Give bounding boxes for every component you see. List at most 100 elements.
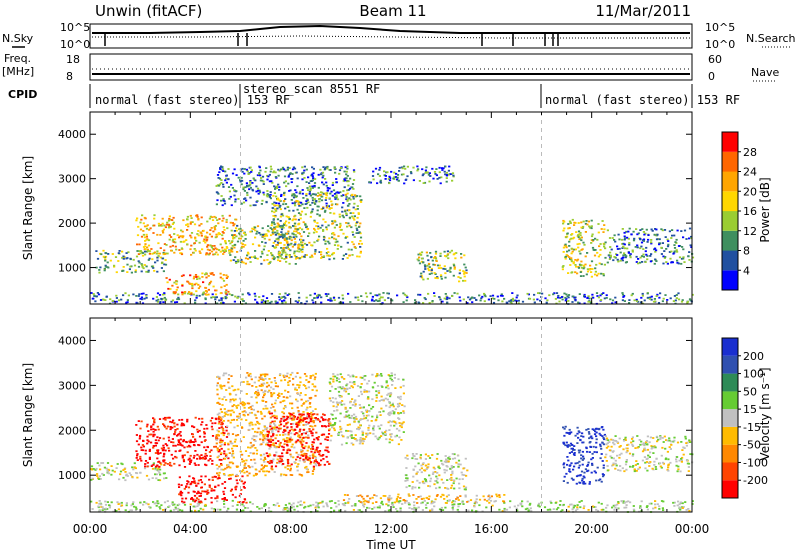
echo-cell — [270, 386, 273, 389]
echo-cell — [514, 299, 517, 302]
echo-cell — [319, 226, 322, 229]
echo-cell — [483, 300, 486, 303]
echo-cell — [358, 509, 361, 511]
echo-cell — [237, 198, 240, 200]
echo-cell — [209, 419, 212, 422]
echo-cell — [418, 180, 421, 182]
echo-cell — [301, 255, 304, 258]
echo-cell — [179, 490, 182, 493]
echo-cell — [438, 296, 441, 298]
echo-cell — [352, 169, 356, 172]
echo-cell — [231, 447, 234, 450]
echo-cell — [509, 500, 512, 503]
echo-cell — [208, 249, 211, 252]
echo-cell — [426, 264, 429, 267]
echo-cell — [217, 474, 220, 477]
echo-cell — [267, 444, 270, 447]
echo-cell — [597, 255, 600, 258]
echo-cell — [278, 293, 281, 295]
echo-cell — [144, 452, 147, 455]
echo-cell — [311, 473, 314, 475]
echo-cell — [249, 186, 252, 189]
echo-cell — [320, 191, 323, 194]
echo-cell — [194, 509, 197, 512]
echo-cell — [168, 238, 171, 241]
echo-cell — [246, 474, 249, 477]
echo-cell — [580, 236, 583, 239]
echo-cell — [326, 189, 330, 192]
echo-cell — [96, 462, 99, 464]
echo-cell — [266, 174, 269, 177]
echo-cell — [625, 230, 628, 233]
echo-cell — [121, 256, 124, 259]
echo-cell — [187, 491, 190, 494]
echo-cell — [317, 436, 320, 438]
echo-cell — [453, 292, 456, 294]
echo-cell — [110, 465, 113, 467]
echo-cell — [198, 495, 201, 497]
echo-cell — [368, 404, 371, 407]
echo-cell — [291, 416, 295, 419]
echo-cell — [348, 203, 351, 205]
echo-cell — [602, 273, 605, 275]
echo-cell — [160, 504, 163, 507]
echo-cell — [445, 180, 448, 183]
echo-cell — [359, 195, 362, 198]
echo-cell — [270, 435, 273, 438]
echo-cell — [661, 242, 664, 244]
echo-cell — [293, 446, 296, 449]
echo-cell — [346, 257, 349, 259]
echo-cell — [113, 470, 116, 473]
echo-cell — [261, 175, 265, 178]
echo-cell — [667, 243, 670, 246]
echo-cell — [591, 246, 595, 249]
echo-cell — [122, 266, 125, 268]
echo-cell — [218, 171, 221, 174]
echo-cell — [379, 179, 382, 182]
echo-cell — [582, 220, 585, 223]
echo-cell — [348, 224, 351, 227]
echo-cell — [440, 277, 443, 280]
cpid-segment-2: stereo_scan 8551 RF — [243, 82, 380, 96]
echo-cell — [646, 241, 649, 243]
echo-cell — [325, 436, 328, 438]
echo-cell — [623, 252, 626, 255]
echo-cell — [265, 407, 268, 410]
echo-cell — [633, 237, 636, 240]
echo-cell — [295, 423, 298, 426]
echo-cell — [268, 173, 271, 176]
echo-cell — [215, 289, 218, 292]
echo-cell — [574, 259, 577, 261]
echo-cell — [159, 473, 162, 476]
echo-cell — [294, 189, 297, 191]
echo-cell — [563, 292, 566, 295]
echo-cell — [300, 454, 303, 457]
echo-cell — [458, 272, 461, 275]
echo-cell — [646, 258, 649, 261]
echo-cell — [530, 510, 533, 512]
echo-cell — [181, 284, 184, 287]
echo-cell — [148, 433, 151, 436]
echo-cell — [458, 269, 461, 272]
echo-cell — [297, 200, 300, 203]
echo-cell — [254, 257, 257, 259]
echo-cell — [283, 443, 286, 446]
echo-cell — [197, 482, 200, 485]
echo-cell — [493, 500, 496, 503]
echo-cell — [590, 225, 593, 228]
echo-cell — [297, 393, 300, 395]
echo-cell — [286, 468, 289, 470]
echo-cell — [206, 489, 209, 492]
echo-cell — [313, 292, 316, 295]
echo-cell — [217, 184, 221, 187]
echo-cell — [453, 500, 457, 503]
echo-cell — [261, 179, 264, 182]
echo-cell — [143, 225, 147, 228]
echo-cell — [305, 408, 308, 411]
echo-cell — [591, 293, 594, 296]
echo-cell — [254, 236, 257, 239]
echo-cell — [142, 222, 145, 225]
echo-cell — [160, 297, 163, 300]
echo-cell — [285, 238, 288, 240]
echo-cell — [233, 168, 236, 171]
